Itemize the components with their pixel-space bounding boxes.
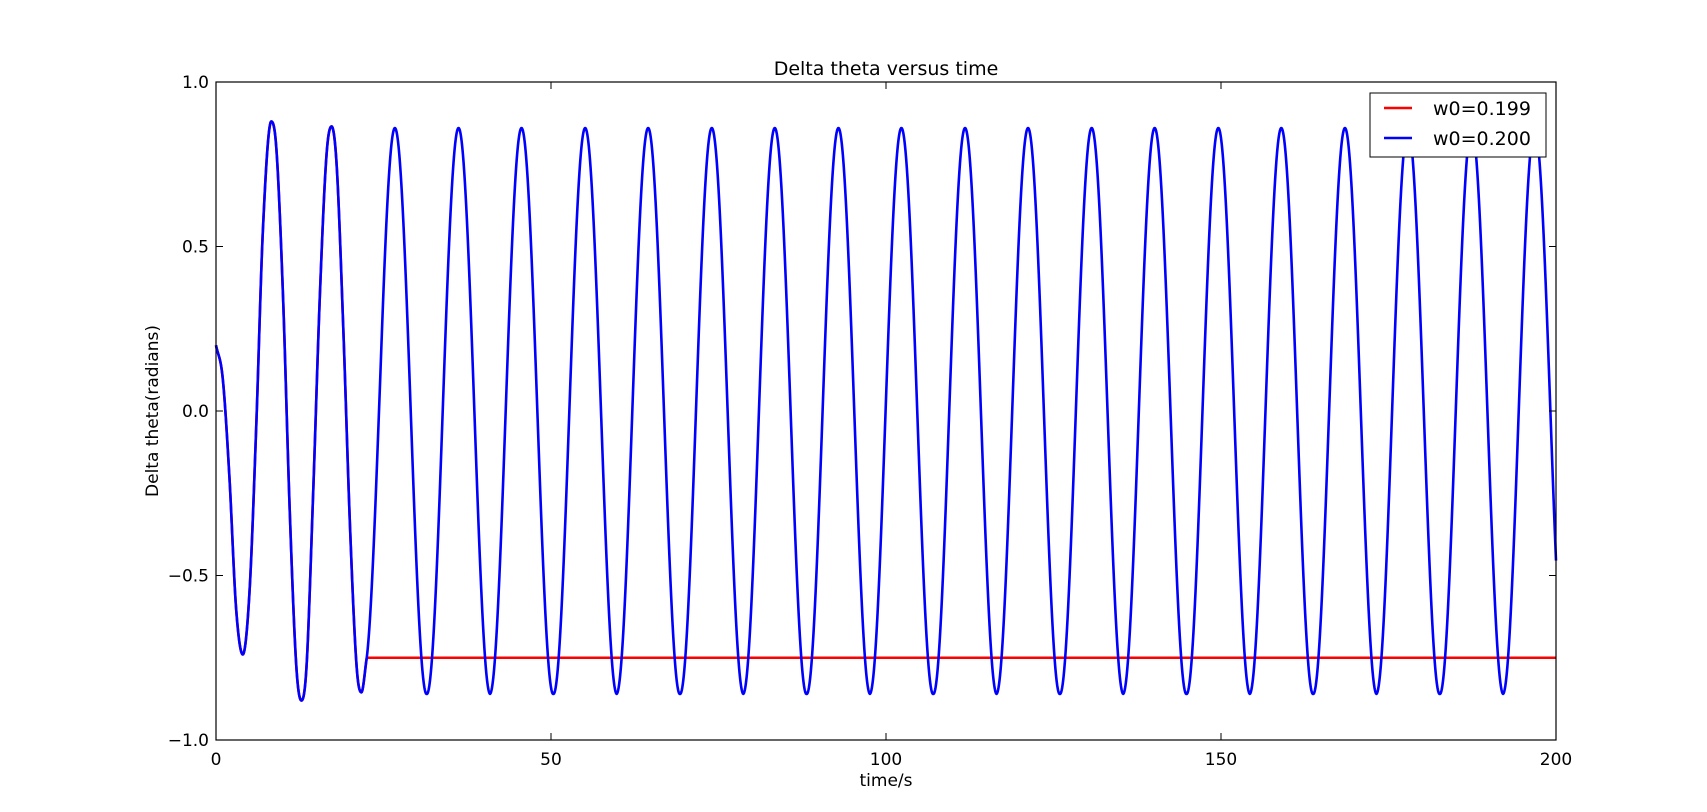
y-tick-label: −1.0 [168,731,209,751]
legend: w0=0.199 w0=0.200 [1369,92,1547,158]
y-axis-label: Delta theta(radians) [143,325,163,497]
x-tick-label: 100 [870,750,902,770]
legend-box [1369,92,1547,158]
legend-label-series-2: w0=0.200 [1433,128,1531,150]
y-tick-label: 0.5 [182,238,209,258]
x-tick-label: 50 [540,750,562,770]
y-tick-label: −0.5 [168,567,209,587]
series-line-1 [214,120,1557,702]
y-tick-label: 1.0 [182,73,209,93]
y-tick-label: 0.0 [182,402,209,422]
chart-title: Delta theta versus time [774,58,999,80]
legend-label-series-1: w0=0.199 [1433,98,1531,120]
x-tick-label: 150 [1205,750,1237,770]
x-axis-label: time/s [860,771,913,791]
x-tick-label: 200 [1540,750,1572,770]
series-line-2 [214,120,1558,702]
x-tick-label: 0 [211,750,222,770]
plot-frame [215,81,1557,741]
series-layer [214,120,1558,702]
